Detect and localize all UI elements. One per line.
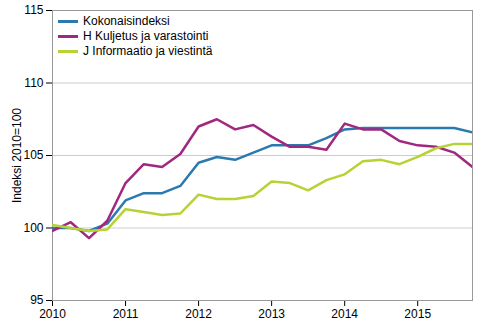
svg-text:2015: 2015	[404, 307, 431, 321]
html-text:J Informaatio ja viestintä: J Informaatio ja viestintä	[83, 44, 213, 58]
svg-text:115: 115	[24, 3, 43, 17]
svg-text:105: 105	[23, 148, 43, 162]
svg-text:110: 110	[24, 76, 43, 90]
svg-text:2014: 2014	[331, 307, 358, 321]
svg-text:100: 100	[23, 221, 43, 235]
svg-text:2013: 2013	[258, 307, 285, 321]
svg-text:2010: 2010	[39, 307, 66, 321]
html-text:Kokonaisindeksi: Kokonaisindeksi	[83, 14, 170, 28]
svg-text:Indeksi 2010=100: Indeksi 2010=100	[10, 108, 24, 203]
html-text:H Kuljetus ja varastointi: H Kuljetus ja varastointi	[83, 29, 209, 43]
svg-text:95: 95	[30, 293, 44, 307]
svg-text:2012: 2012	[185, 307, 212, 321]
svg-text:2011: 2011	[113, 307, 139, 321]
